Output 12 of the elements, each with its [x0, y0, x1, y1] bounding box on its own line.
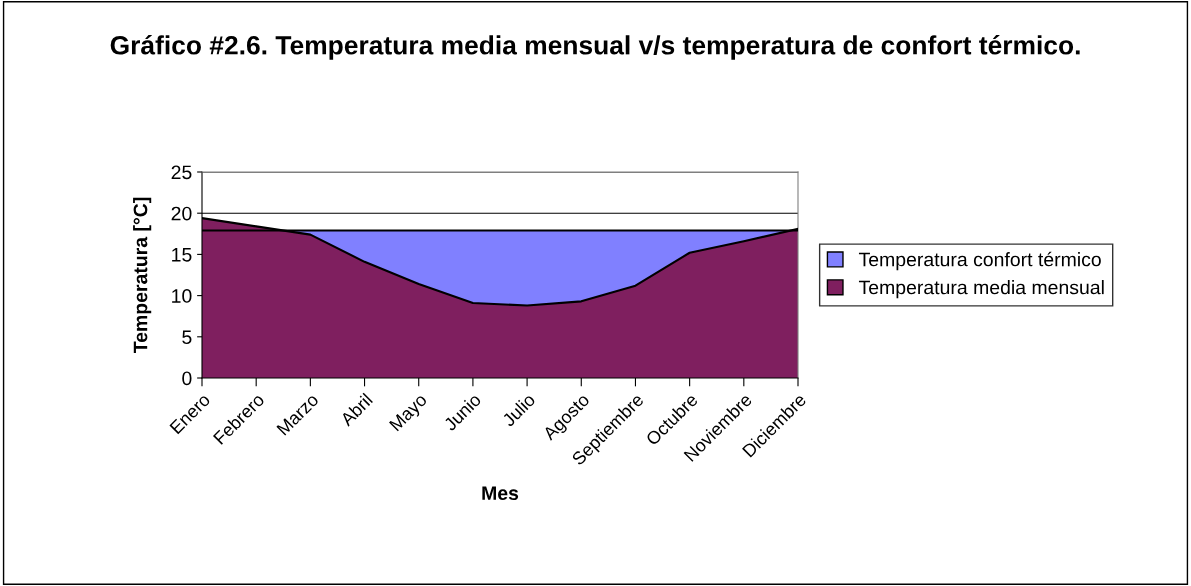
y-axis-title: Temperatura [°C]	[133, 197, 152, 354]
y-tick-label: 15	[172, 248, 192, 262]
y-tick-label: 0	[182, 371, 192, 386]
y-tick-label: 10	[172, 289, 192, 303]
y-tick-label: 5	[182, 330, 192, 345]
legend-label: Temperatura confort térmico	[858, 251, 1101, 271]
x-tick-label: Julio	[501, 392, 536, 428]
chart-title: Gráfico #2.6. Temperatura media mensual v/s temperatura de confort térmico.	[110, 35, 1080, 60]
legend-label: Temperatura media mensual	[858, 280, 1104, 299]
y-tick-label: 20	[171, 206, 192, 221]
y-tick-label: 25	[171, 165, 192, 180]
x-axis-title: Mes	[482, 486, 519, 501]
